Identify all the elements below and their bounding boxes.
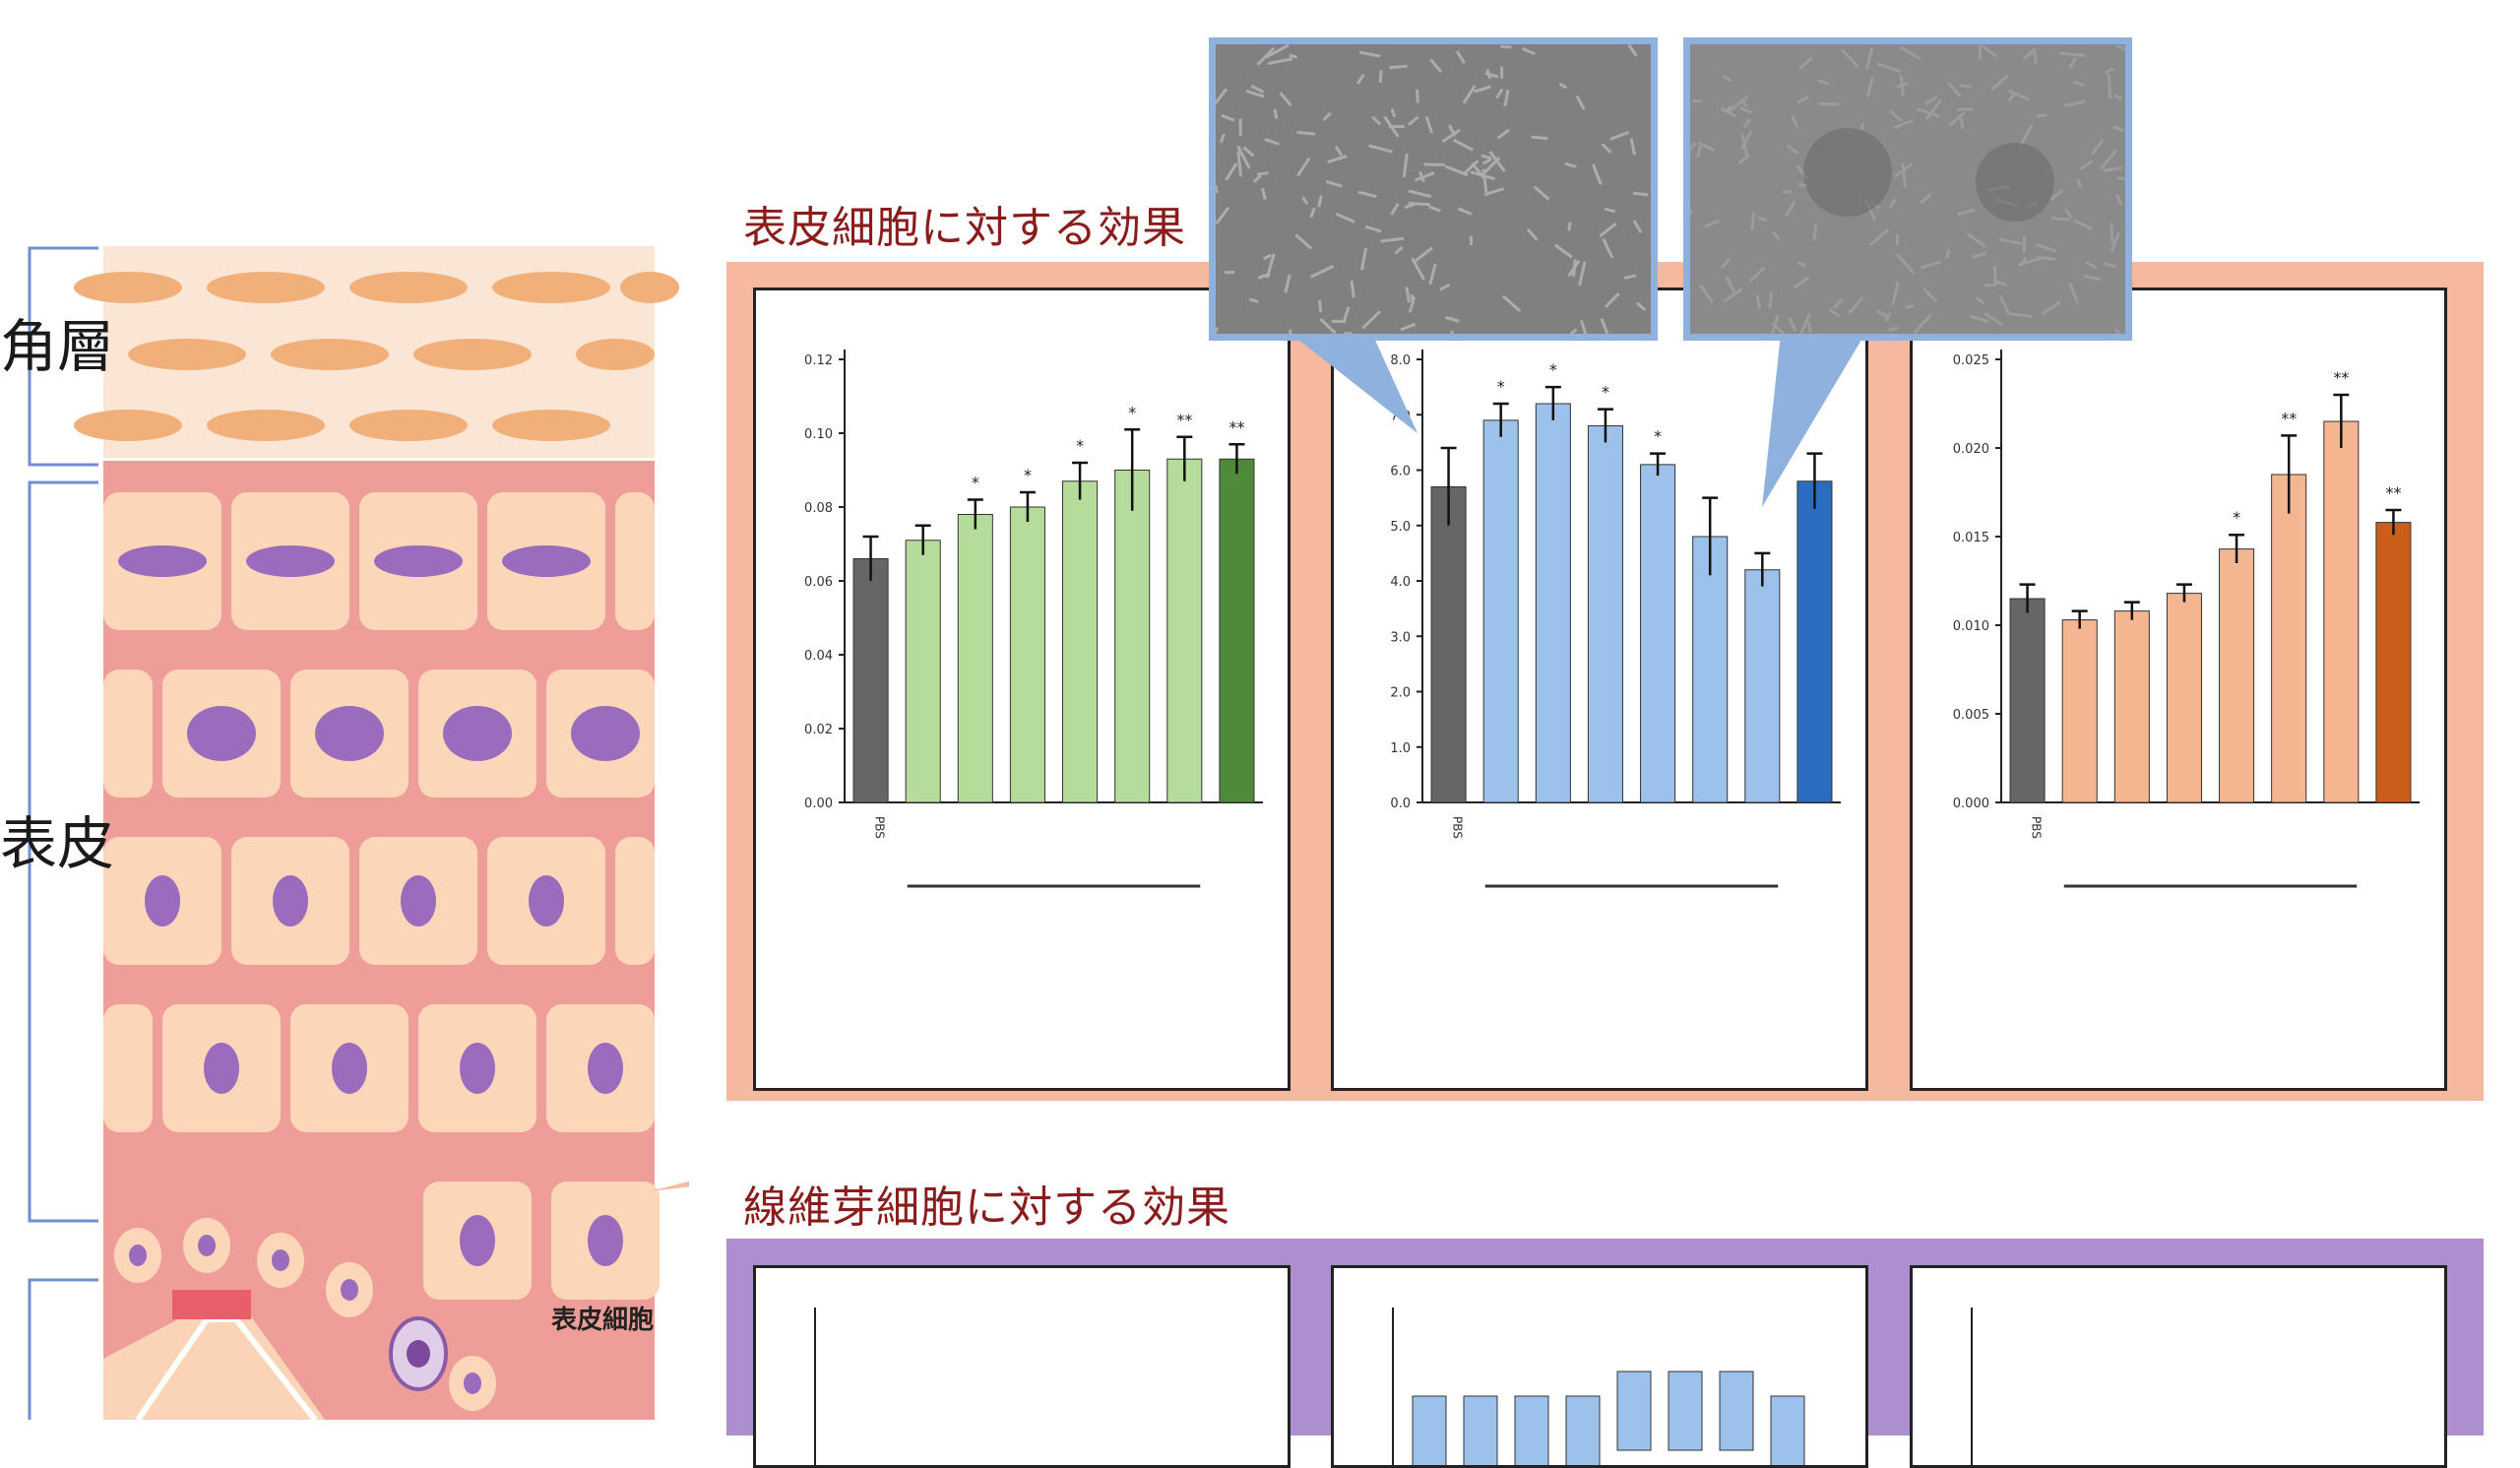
texture-stroke bbox=[1290, 55, 1297, 57]
texture-stroke bbox=[1531, 137, 1547, 139]
bar bbox=[1515, 1396, 1548, 1465]
texture-stroke bbox=[1500, 46, 1511, 47]
texture-stroke bbox=[2117, 178, 2125, 179]
texture-stroke bbox=[2035, 51, 2036, 64]
texture-stroke bbox=[1216, 185, 1217, 193]
fib-chart-2 bbox=[1334, 1268, 1865, 1465]
texture-stroke bbox=[2111, 223, 2112, 244]
bar bbox=[1566, 1396, 1600, 1465]
texture-stroke bbox=[1808, 322, 1810, 333]
texture-stroke bbox=[1984, 285, 1996, 286]
texture-stroke bbox=[1633, 193, 1648, 195]
texture-stroke bbox=[1980, 45, 1981, 60]
bar bbox=[1771, 1396, 1804, 1465]
micrograph-left bbox=[1209, 37, 1658, 341]
micrograph-right bbox=[1683, 37, 2132, 341]
texture-stroke bbox=[1275, 109, 1276, 119]
texture-stroke bbox=[1569, 223, 1570, 231]
texture-stroke bbox=[1960, 86, 1972, 87]
texture-stroke bbox=[1752, 213, 1754, 230]
texture-stroke bbox=[1693, 100, 1702, 101]
bar bbox=[1720, 1372, 1753, 1450]
texture-stroke bbox=[1770, 292, 1772, 309]
bar bbox=[1617, 1372, 1651, 1450]
texture-stroke bbox=[1257, 173, 1268, 175]
texture-stroke bbox=[1390, 66, 1408, 68]
micrograph-left-texture bbox=[1216, 44, 1651, 334]
texture-stroke bbox=[1961, 118, 1963, 129]
fib-chart-3-box bbox=[1910, 1265, 2447, 1468]
texture-stroke bbox=[1906, 306, 1914, 307]
texture-stroke bbox=[1412, 294, 1414, 303]
fib-chart-1-box bbox=[753, 1265, 1291, 1468]
fib-chart-3 bbox=[1913, 1268, 2444, 1465]
texture-stroke bbox=[1409, 204, 1430, 205]
bar bbox=[1464, 1396, 1497, 1465]
micrograph-right-texture bbox=[1690, 44, 2125, 334]
texture-stroke bbox=[1423, 164, 1445, 165]
texture-stroke bbox=[1380, 71, 1381, 83]
texture-stroke bbox=[1296, 132, 1315, 134]
texture-stroke bbox=[1897, 234, 1898, 245]
texture-stroke bbox=[1957, 109, 1973, 110]
bar bbox=[1413, 1396, 1446, 1465]
texture-stroke bbox=[2109, 75, 2110, 98]
bar bbox=[1669, 1372, 1702, 1450]
texture-stroke bbox=[2051, 219, 2070, 221]
texture-stroke bbox=[2037, 115, 2048, 117]
fib-chart-1 bbox=[756, 1268, 1288, 1465]
fib-chart-2-box bbox=[1331, 1265, 1868, 1468]
texture-stroke bbox=[1319, 300, 1320, 312]
